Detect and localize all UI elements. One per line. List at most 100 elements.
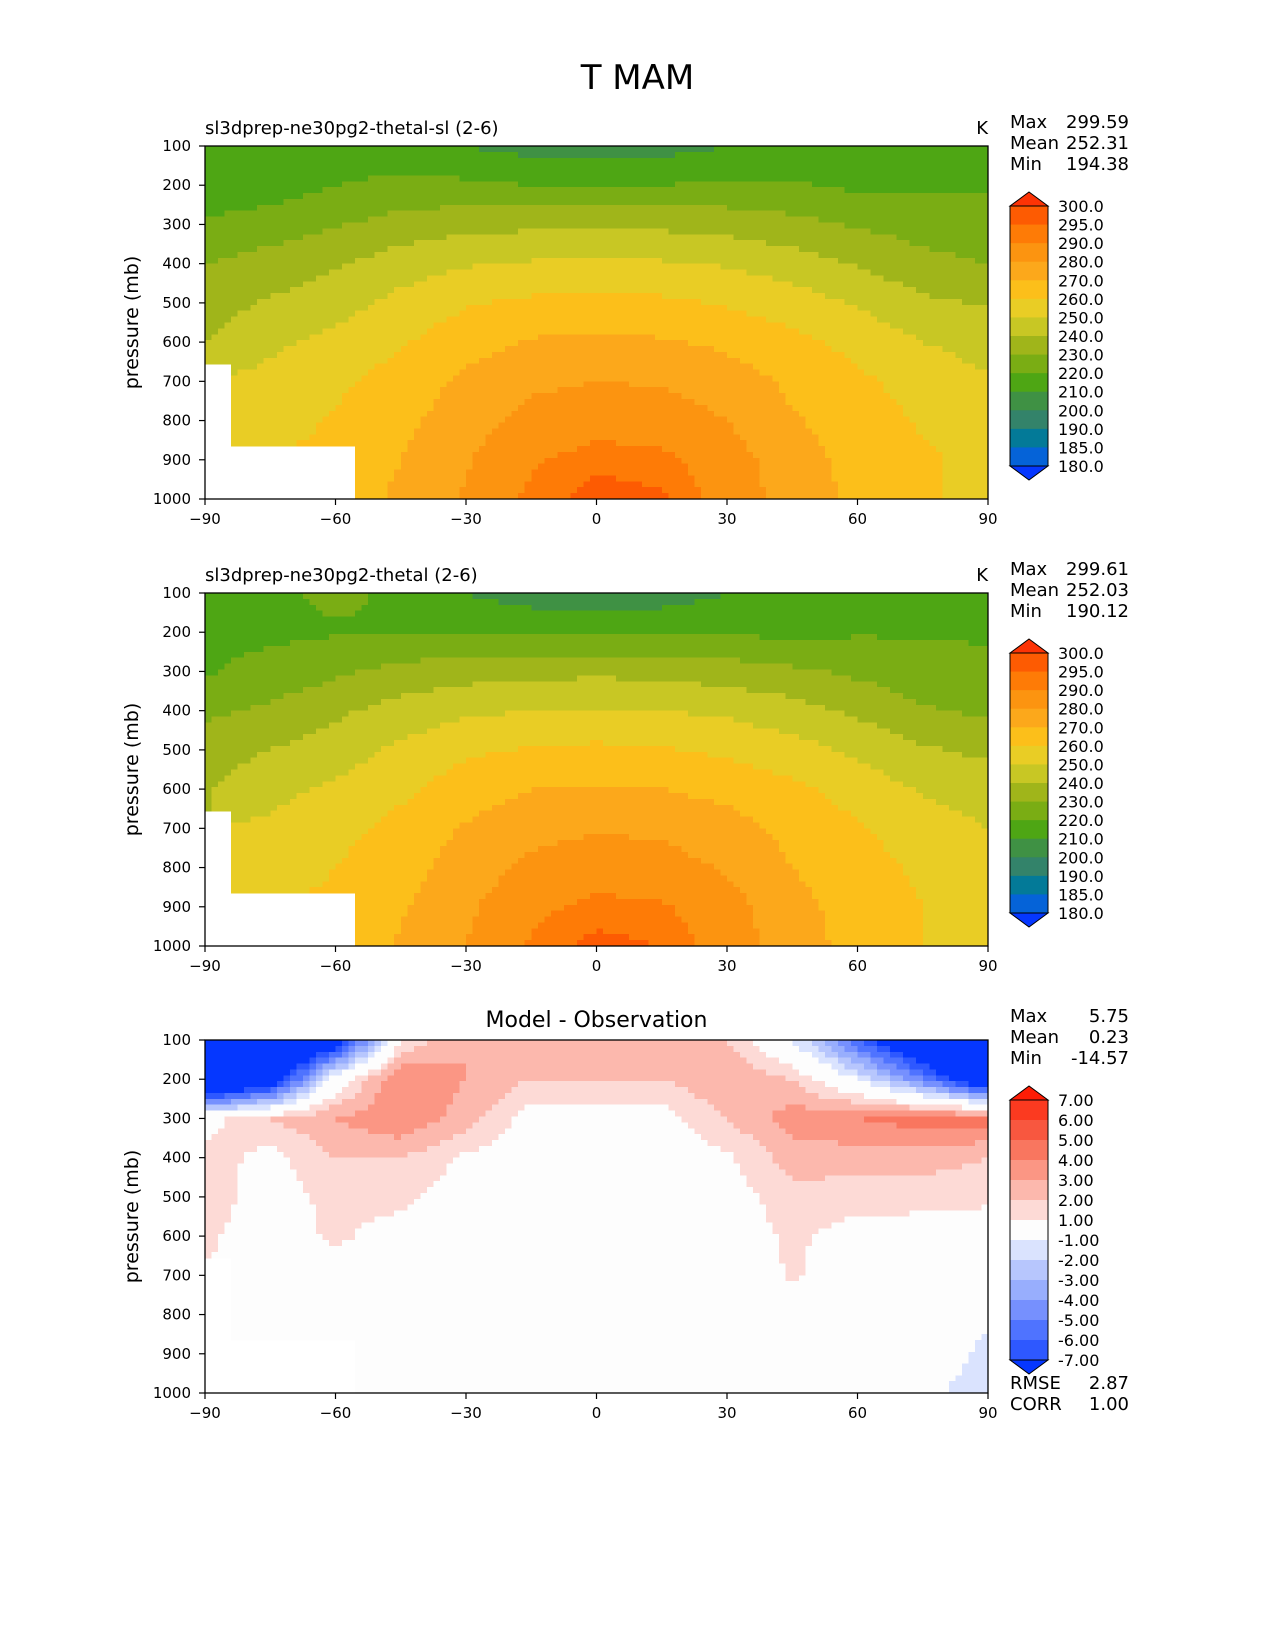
contour-cell (740, 175, 747, 181)
contour-cell (629, 164, 636, 170)
contour-cell (831, 170, 838, 176)
contour-cell (322, 164, 329, 170)
contour-cell (538, 181, 545, 187)
contour-cell (446, 175, 453, 181)
contour-cell (805, 187, 812, 193)
contour-cell (512, 181, 519, 187)
contour-cell (270, 170, 277, 176)
contour-cell (583, 211, 590, 217)
contour-cell (329, 217, 336, 223)
contour-cell (968, 152, 975, 158)
contour-cell (727, 211, 734, 217)
contour-cell (701, 211, 708, 217)
contour-cell (531, 170, 538, 176)
contour-cell (231, 158, 238, 164)
contour-cell (890, 187, 897, 193)
contour-cell (955, 205, 962, 211)
contour-cell (786, 164, 793, 170)
contour-cell (466, 152, 473, 158)
contour-cell (446, 187, 453, 193)
contour-cell (877, 217, 884, 223)
contour-cell (955, 175, 962, 181)
contour-cell (707, 152, 714, 158)
contour-cell (623, 164, 630, 170)
contour-cell (381, 170, 388, 176)
contour-cell (955, 152, 962, 158)
contour-cell (949, 158, 956, 164)
contour-cell (401, 158, 408, 164)
contour-cell (492, 152, 499, 158)
contour-cell (551, 199, 558, 205)
contour-cell (296, 164, 303, 170)
contour-cell (949, 193, 956, 199)
contour-cell (238, 211, 245, 217)
contour-cell (792, 164, 799, 170)
contour-cell (427, 164, 434, 170)
contour-cell (786, 211, 793, 217)
contour-cell (355, 175, 362, 181)
contour-cell (903, 217, 910, 223)
contour-cell (525, 211, 532, 217)
contour-cell (486, 205, 493, 211)
contour-cell (844, 181, 851, 187)
contour-cell (655, 146, 662, 152)
contour-cell (433, 170, 440, 176)
contour-cell (616, 211, 623, 217)
contour-cell (420, 205, 427, 211)
contour-cell (616, 217, 623, 223)
contour-cell (818, 152, 825, 158)
contour-cell (831, 211, 838, 217)
contour-cell (649, 164, 656, 170)
contour-cell (779, 181, 786, 187)
contour-cell (662, 193, 669, 199)
contour-cell (890, 158, 897, 164)
contour-cell (681, 158, 688, 164)
contour-cell (760, 181, 767, 187)
contour-cell (322, 158, 329, 164)
contour-cell (492, 158, 499, 164)
contour-cell (753, 187, 760, 193)
contour-cell (668, 199, 675, 205)
contour-cell (864, 158, 871, 164)
contour-cell (394, 181, 401, 187)
contour-cell (838, 205, 845, 211)
contour-cell (786, 199, 793, 205)
contour-cell (799, 187, 806, 193)
contour-cell (668, 193, 675, 199)
contour-cell (884, 170, 891, 176)
contour-cell (244, 164, 251, 170)
contour-cell (342, 193, 349, 199)
contour-cell (884, 146, 891, 152)
contour-cell (505, 199, 512, 205)
contour-cell (205, 217, 212, 223)
contour-cell (714, 158, 721, 164)
contour-cell (362, 211, 369, 217)
contour-cell (368, 193, 375, 199)
contour-cell (538, 158, 545, 164)
contour-cell (433, 152, 440, 158)
contour-cell (779, 175, 786, 181)
contour-cell (675, 187, 682, 193)
contour-cell (975, 205, 982, 211)
contour-cell (727, 170, 734, 176)
contour-cell (551, 175, 558, 181)
contour-cell (707, 217, 714, 223)
contour-cell (375, 205, 382, 211)
contour-cell (577, 175, 584, 181)
contour-cell (283, 175, 290, 181)
contour-cell (336, 170, 343, 176)
contour-cell (923, 152, 930, 158)
contour-cell (799, 164, 806, 170)
contour-cell (440, 205, 447, 211)
contour-cell (218, 217, 225, 223)
contour-cell (394, 152, 401, 158)
contour-cell (303, 164, 310, 170)
contour-cell (962, 187, 969, 193)
contour-cell (557, 199, 564, 205)
contour-cell (851, 158, 858, 164)
contour-cell (290, 193, 297, 199)
contour-cell (786, 170, 793, 176)
contour-cell (688, 181, 695, 187)
contour-cell (968, 170, 975, 176)
contour-cell (368, 181, 375, 187)
